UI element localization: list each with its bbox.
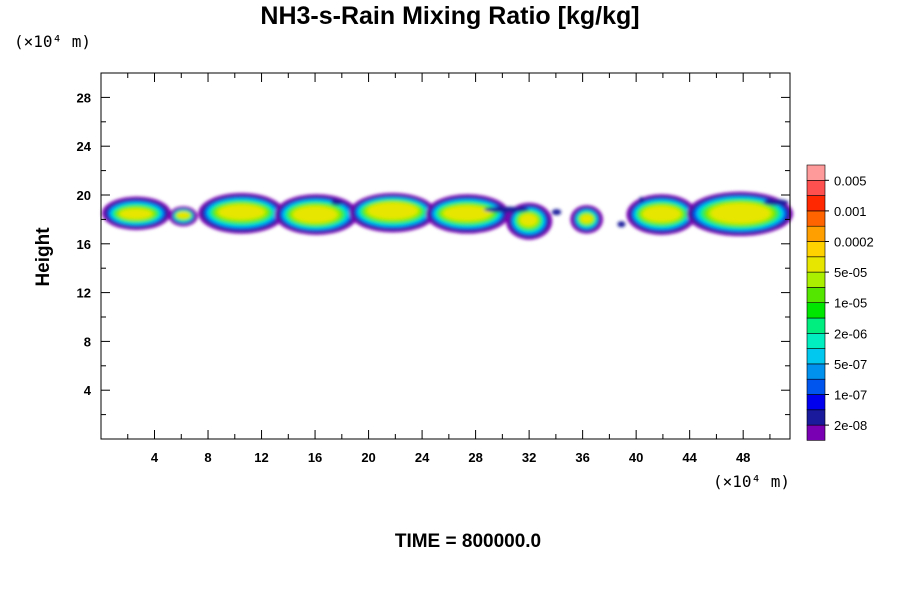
field-fragment <box>483 206 530 213</box>
colorbar-swatch <box>806 409 826 426</box>
field-contour <box>520 214 537 226</box>
y-tick-label: 4 <box>84 383 92 398</box>
field-contour <box>443 206 491 221</box>
y-tick-label: 8 <box>84 334 91 349</box>
colorbar: 2e-08 1e-07 5e-07 2e-06 1e-05 5e-05 0.0002 0.00… <box>806 164 874 441</box>
x-tick-label: 20 <box>361 450 375 465</box>
x-tick-label: 40 <box>629 450 643 465</box>
field-fragment <box>617 221 626 228</box>
field-fragment <box>638 196 645 203</box>
field-contour <box>368 202 418 219</box>
colorbar-swatch <box>806 241 826 258</box>
colorbar-swatch <box>806 271 826 288</box>
mixing-ratio-field <box>102 191 793 240</box>
y-tick-label: 20 <box>77 188 91 203</box>
field-contour <box>580 214 593 223</box>
x-tick-label: 24 <box>415 450 430 465</box>
colorbar-swatch <box>806 378 826 395</box>
field-contour <box>710 203 771 224</box>
colorbar-label: 5e-07 <box>834 357 867 372</box>
x-tick-label: 44 <box>682 450 697 465</box>
colorbar-label: 5e-05 <box>834 265 867 280</box>
colorbar-swatch <box>806 225 826 242</box>
colorbar-swatch <box>806 180 826 196</box>
x-axis-unit: (×10⁴ m) <box>713 472 791 491</box>
colorbar-label: 1e-07 <box>834 388 867 403</box>
field-contour <box>293 206 337 223</box>
colorbar-label: 0.0002 <box>834 235 874 250</box>
field-fragment <box>331 199 344 206</box>
y-tick-label: 16 <box>77 237 91 252</box>
colorbar-swatch <box>806 287 826 303</box>
colorbar-swatch <box>806 394 826 411</box>
y-axis: 4 8 12 16 20 24 28 <box>77 90 790 416</box>
chart-title: NH3-s-Rain Mixing Ratio [kg/kg] <box>260 2 640 30</box>
colorbar-swatch <box>806 302 826 319</box>
colorbar-swatch <box>806 348 826 365</box>
field-contour <box>120 208 152 219</box>
colorbar-label: 0.005 <box>834 173 867 188</box>
colorbar-swatch <box>806 256 826 273</box>
y-tick-label: 24 <box>77 139 92 154</box>
x-tick-label: 32 <box>522 450 536 465</box>
y-axis-unit: (×10⁴ m) <box>14 32 92 51</box>
y-tick-label: 28 <box>77 90 91 105</box>
colorbar-swatch <box>806 424 826 441</box>
colorbar-label: 1e-05 <box>834 296 867 311</box>
colorbar-label: 0.001 <box>834 204 867 219</box>
x-tick-label: 12 <box>254 450 268 465</box>
x-axis: 4 8 12 16 20 24 28 32 36 40 44 48 <box>127 73 771 465</box>
field-contour <box>642 206 681 222</box>
field-fragment <box>763 199 789 206</box>
colorbar-swatch <box>806 195 826 212</box>
x-tick-label: 8 <box>204 450 211 465</box>
field-contour <box>176 211 190 219</box>
x-tick-label: 4 <box>151 450 159 465</box>
colorbar-label: 2e-06 <box>834 326 867 341</box>
field-contour <box>218 204 265 220</box>
plot-frame <box>100 72 791 440</box>
colorbar-swatch <box>806 317 826 334</box>
plot-area <box>101 73 790 439</box>
y-tick-label: 12 <box>77 286 91 301</box>
x-tick-label: 28 <box>468 450 482 465</box>
x-tick-label: 16 <box>308 450 322 465</box>
colorbar-swatch <box>806 210 826 227</box>
x-tick-label: 48 <box>736 450 750 465</box>
field-fragment <box>551 209 562 216</box>
colorbar-label: 2e-08 <box>834 418 867 433</box>
colorbar-swatch <box>806 164 826 181</box>
x-tick-label: 36 <box>575 450 589 465</box>
colorbar-swatch <box>806 363 826 380</box>
time-label: TIME = 800000.0 <box>394 531 542 552</box>
colorbar-swatch <box>806 332 826 349</box>
